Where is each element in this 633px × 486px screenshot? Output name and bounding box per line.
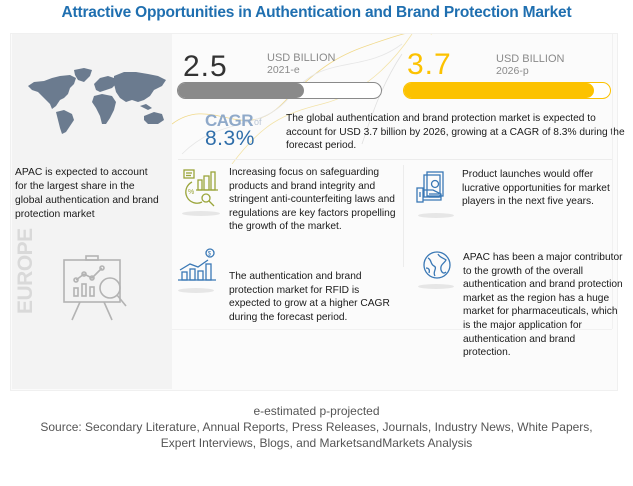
divider xyxy=(178,159,613,160)
cagr-of: of xyxy=(254,117,262,127)
cagr-label: CAGR xyxy=(205,111,254,130)
progress-fill xyxy=(404,83,594,98)
insight-text: The authentication and brand protection … xyxy=(229,271,390,323)
svg-text:$: $ xyxy=(208,252,212,258)
progress-bar-2021 xyxy=(177,82,382,99)
globe-icon xyxy=(423,251,451,279)
progress-fill xyxy=(178,83,304,98)
world-map-icon xyxy=(28,68,166,134)
icon-shadow xyxy=(178,288,214,293)
divider xyxy=(403,165,404,267)
decorative-waves xyxy=(172,34,432,164)
cagr-value: 8.3% xyxy=(205,127,255,150)
progress-bar-2026 xyxy=(403,82,611,99)
insight-text: APAC has been a major contributor to the… xyxy=(463,252,623,359)
icon-shadow xyxy=(418,284,454,289)
icon-shadow xyxy=(418,213,454,218)
left-panel xyxy=(12,34,172,389)
stat-value: 3.7 xyxy=(407,48,452,81)
growth-chart-dollar-icon: $ xyxy=(178,248,216,281)
stat-unit: USD BILLION xyxy=(267,52,336,64)
legend-note: e-estimated p-projected xyxy=(253,404,380,418)
source-line-2: Expert Interviews, Blogs, and Marketsand… xyxy=(160,436,473,450)
svg-text:%: % xyxy=(188,189,194,196)
cagr-description: The global authentication and brand prot… xyxy=(286,113,625,151)
divider xyxy=(612,34,613,329)
stat-value: 2.5 xyxy=(183,50,228,83)
region-label: EUROPE xyxy=(14,228,37,314)
insight-text: Increasing focus on safeguarding product… xyxy=(229,167,396,233)
source-line-1: Source: Secondary Literature, Annual Rep… xyxy=(40,420,593,434)
icon-shadow xyxy=(182,211,220,216)
stat-year: 2021-e xyxy=(267,64,300,76)
presentation-analysis-icon xyxy=(63,255,127,321)
stat-year: 2026-p xyxy=(496,65,529,77)
stat-unit: USD BILLION xyxy=(496,53,565,65)
hand-money-icon xyxy=(416,171,444,203)
page-title: Attractive Opportunities in Authenticati… xyxy=(61,4,572,21)
insight-text: Product launches would offer lucrative o… xyxy=(462,169,610,208)
percent-analytics-icon: % xyxy=(183,169,218,207)
divider xyxy=(172,329,612,330)
apac-highlight-text: APAC is expected to account for the larg… xyxy=(15,167,159,220)
